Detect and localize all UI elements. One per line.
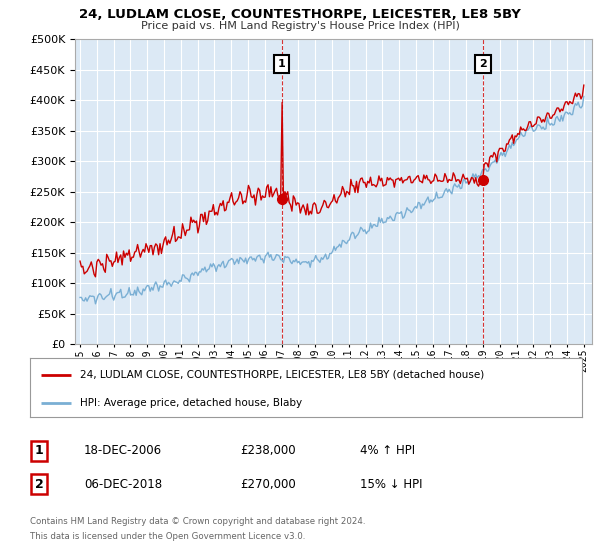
Text: 1: 1 — [35, 444, 43, 458]
Text: 1: 1 — [278, 59, 286, 69]
Text: 15% ↓ HPI: 15% ↓ HPI — [360, 478, 422, 491]
Text: £270,000: £270,000 — [240, 478, 296, 491]
Text: 4% ↑ HPI: 4% ↑ HPI — [360, 444, 415, 458]
Text: This data is licensed under the Open Government Licence v3.0.: This data is licensed under the Open Gov… — [30, 532, 305, 541]
Text: 18-DEC-2006: 18-DEC-2006 — [84, 444, 162, 458]
Text: Price paid vs. HM Land Registry's House Price Index (HPI): Price paid vs. HM Land Registry's House … — [140, 21, 460, 31]
Text: 24, LUDLAM CLOSE, COUNTESTHORPE, LEICESTER, LE8 5BY (detached house): 24, LUDLAM CLOSE, COUNTESTHORPE, LEICEST… — [80, 370, 484, 380]
Text: Contains HM Land Registry data © Crown copyright and database right 2024.: Contains HM Land Registry data © Crown c… — [30, 517, 365, 526]
Text: 2: 2 — [479, 59, 487, 69]
Text: £238,000: £238,000 — [240, 444, 296, 458]
Text: HPI: Average price, detached house, Blaby: HPI: Average price, detached house, Blab… — [80, 398, 302, 408]
Text: 24, LUDLAM CLOSE, COUNTESTHORPE, LEICESTER, LE8 5BY: 24, LUDLAM CLOSE, COUNTESTHORPE, LEICEST… — [79, 8, 521, 21]
Text: 2: 2 — [35, 478, 43, 491]
Text: 06-DEC-2018: 06-DEC-2018 — [84, 478, 162, 491]
